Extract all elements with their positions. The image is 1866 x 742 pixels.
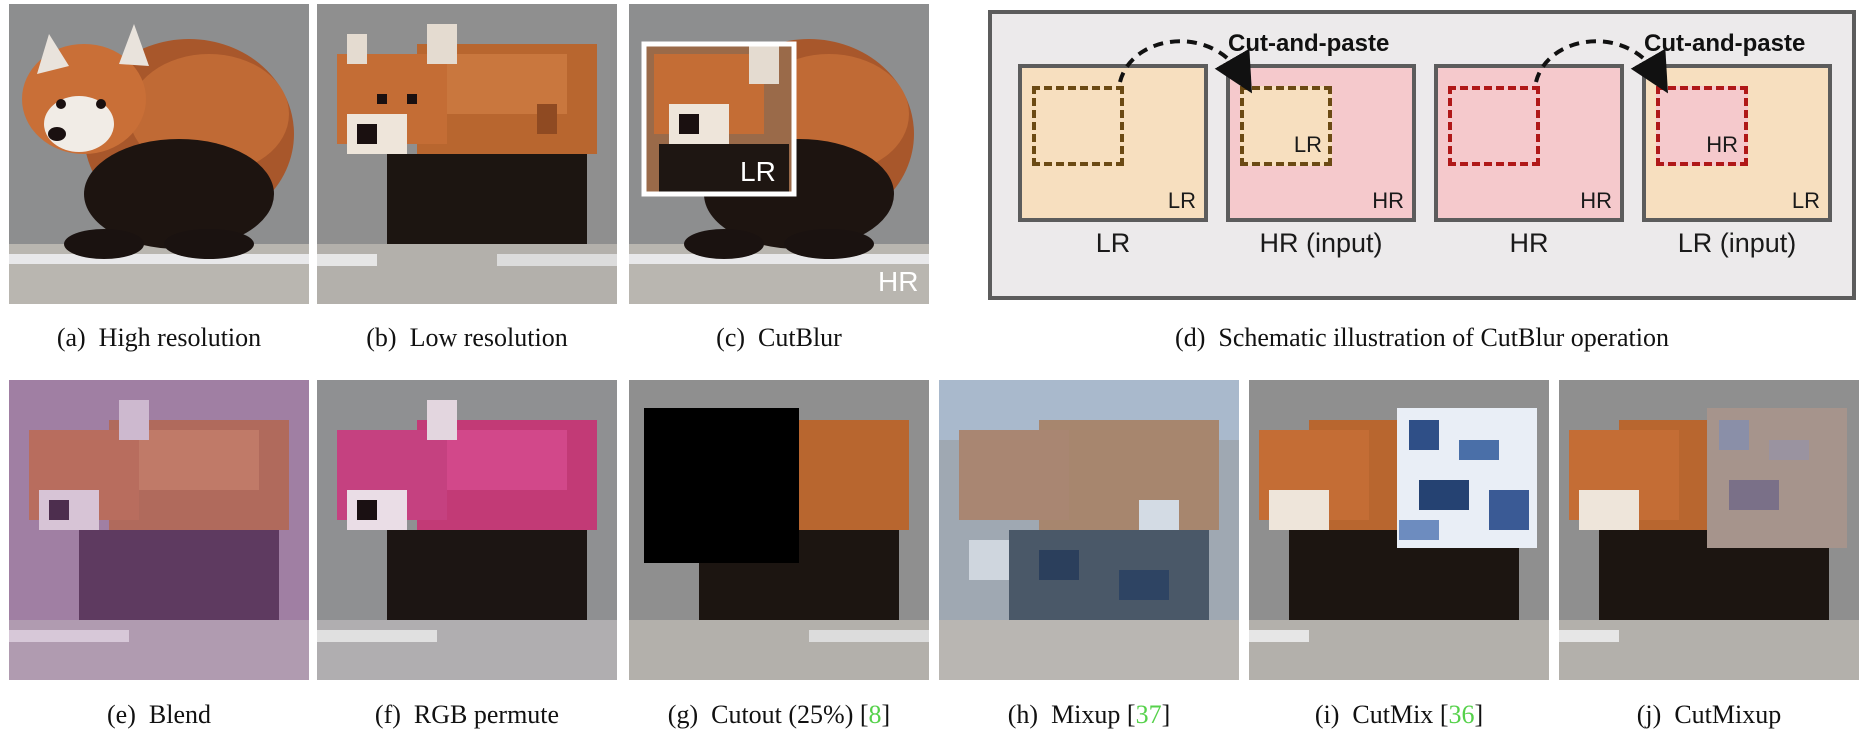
caption-d: (d) Schematic illustration of CutBlur op… xyxy=(988,323,1856,353)
caption-label: (a) xyxy=(56,323,86,352)
caption-label: (c) xyxy=(716,323,746,352)
pasted-region: HR xyxy=(1656,86,1748,166)
box-corner-label: LR xyxy=(1791,188,1820,213)
panel-high-resolution xyxy=(8,4,310,304)
caption-label: (e) xyxy=(107,700,136,729)
cut-and-paste-arrows xyxy=(1118,39,1669,94)
caption-text: CutMixup xyxy=(1674,700,1782,729)
cut-region xyxy=(1448,86,1540,166)
box-corner-label: LR xyxy=(1167,188,1196,213)
cut-and-paste-label: Cut-and-paste xyxy=(1644,30,1806,57)
caption-text: Low resolution xyxy=(409,323,568,352)
schematic-box-hr-input: LR HR xyxy=(1226,64,1416,222)
panel-cutblur: LR HR xyxy=(628,4,930,304)
caption-i: (i) CutMix [36] xyxy=(1314,700,1484,729)
panel-cutmixup xyxy=(1558,380,1860,680)
panel-cutout xyxy=(628,380,930,680)
caption-a: (a) High resolution xyxy=(8,323,310,353)
panel-cutmix xyxy=(1248,380,1550,680)
caption-text: High resolution xyxy=(98,323,262,352)
box-caption: HR (input) xyxy=(1259,228,1383,258)
caption-label: (f) xyxy=(374,700,401,729)
blend-image xyxy=(9,380,309,680)
panel-rgb-permute xyxy=(316,380,618,680)
caption-label: (g) xyxy=(667,700,699,729)
arrow-right xyxy=(1534,39,1669,94)
caption-text: CutBlur xyxy=(758,323,842,352)
caption-text: Mixup xyxy=(1051,700,1121,729)
cut-region xyxy=(1032,86,1124,166)
box-corner-label: HR xyxy=(1372,188,1404,213)
cutblur-schematic: LR LR LR HR HR (input) HR HR HR LR LR (i… xyxy=(988,10,1856,300)
caption-f: (f) RGB permute xyxy=(316,700,618,730)
caption-b: (b) Low resolution xyxy=(316,323,618,353)
panel-mixup xyxy=(938,380,1240,680)
rgb-permute-image xyxy=(317,380,617,680)
box-corner-label: HR xyxy=(1580,188,1612,213)
caption-text: Blend xyxy=(148,700,211,729)
caption-text: CutMix xyxy=(1352,700,1434,729)
caption-label: (i) xyxy=(1314,700,1340,729)
schematic-box-hr: HR xyxy=(1434,64,1624,222)
box-caption: LR (input) xyxy=(1677,228,1797,258)
schematic-box-lr-input: HR LR xyxy=(1642,64,1832,222)
mixup-image xyxy=(939,380,1239,680)
caption-label: (j) xyxy=(1636,700,1662,729)
citation-link[interactable]: 36 xyxy=(1448,700,1475,729)
citation-link[interactable]: 37 xyxy=(1135,700,1162,729)
red-panda-image xyxy=(9,4,309,304)
box-caption: LR xyxy=(1095,228,1131,258)
cut-and-paste-label: Cut-and-paste xyxy=(1228,30,1390,57)
cutmix-image xyxy=(1249,380,1549,680)
caption-j: (j) CutMixup xyxy=(1558,700,1860,730)
box-caption: HR xyxy=(1509,228,1549,258)
cutmixup-image xyxy=(1559,380,1859,680)
pasted-region: LR xyxy=(1240,86,1332,166)
citation-link[interactable]: 8 xyxy=(868,700,882,729)
pasted-region-label: HR xyxy=(1706,132,1738,157)
panel-low-resolution xyxy=(316,4,618,304)
panel-blend xyxy=(8,380,310,680)
arrow-left xyxy=(1118,39,1253,94)
red-panda-cutblur-image xyxy=(629,4,929,304)
caption-text: Schematic illustration of CutBlur operat… xyxy=(1218,323,1669,352)
caption-text: Cutout (25%) xyxy=(711,700,854,729)
hr-image-label: HR xyxy=(878,266,919,297)
caption-h: (h) Mixup [37] xyxy=(1007,700,1171,729)
caption-text: RGB permute xyxy=(413,700,560,729)
pasted-region-label: LR xyxy=(1293,132,1322,157)
caption-e: (e) Blend xyxy=(8,700,310,730)
lr-region-label: LR xyxy=(740,156,776,187)
schematic-box-lr: LR xyxy=(1018,64,1208,222)
caption-g: (g) Cutout (25%) [8] xyxy=(667,700,891,729)
caption-label: (b) xyxy=(366,323,397,352)
caption-label: (h) xyxy=(1007,700,1039,729)
caption-label: (d) xyxy=(1175,323,1206,352)
cutout-region xyxy=(644,408,799,563)
red-panda-pixelated-image xyxy=(317,4,617,304)
cutout-image xyxy=(629,380,929,680)
caption-c: (c) CutBlur xyxy=(628,323,930,353)
